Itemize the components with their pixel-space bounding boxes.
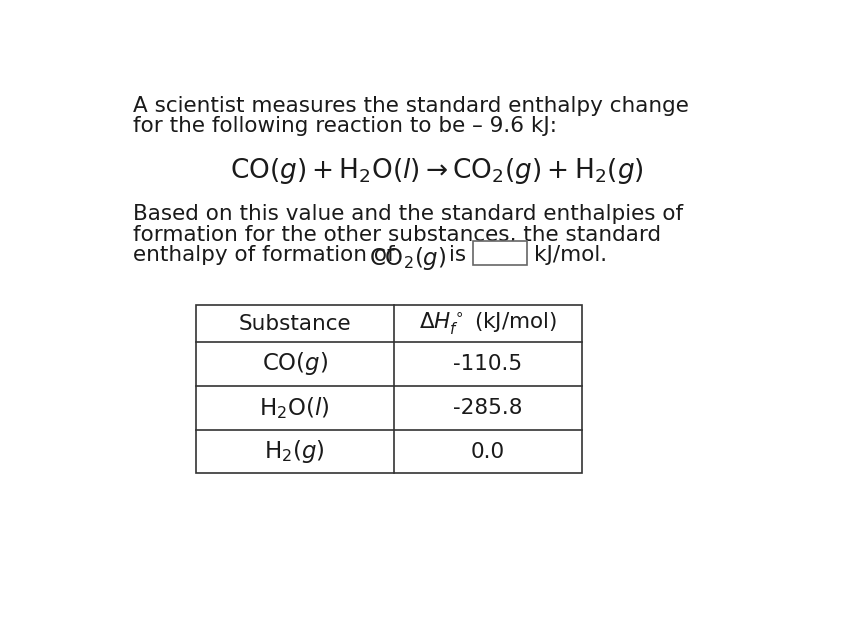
Text: $\mathrm{CO}(\mathit{g})$: $\mathrm{CO}(\mathit{g})$	[262, 350, 328, 378]
Text: for the following reaction to be – 9.6 kJ:: for the following reaction to be – 9.6 k…	[133, 116, 557, 136]
Text: $\mathrm{CO}(\mathit{g}) + \mathrm{H_2O}(\mathit{l}) \rightarrow \mathrm{CO_2}(\: $\mathrm{CO}(\mathit{g}) + \mathrm{H_2O}…	[230, 156, 643, 186]
Bar	[473, 240, 527, 266]
Text: Based on this value and the standard enthalpies of: Based on this value and the standard ent…	[133, 204, 683, 224]
Text: enthalpy of formation of: enthalpy of formation of	[133, 245, 394, 265]
Text: $\mathrm{H_2O}(\mathit{l})$: $\mathrm{H_2O}(\mathit{l})$	[260, 395, 330, 421]
Text: formation for the other substances, the standard: formation for the other substances, the …	[133, 224, 661, 245]
Text: A scientist measures the standard enthalpy change: A scientist measures the standard enthal…	[133, 96, 688, 116]
Text: Substance: Substance	[239, 313, 351, 334]
Text: is: is	[449, 245, 466, 265]
Text: -285.8: -285.8	[453, 398, 522, 418]
Text: -110.5: -110.5	[453, 354, 522, 374]
Text: $\mathrm{H_2}(\mathit{g})$: $\mathrm{H_2}(\mathit{g})$	[264, 438, 325, 465]
Bar	[196, 305, 582, 473]
Text: $\mathrm{CO_2}(\mathit{g})$: $\mathrm{CO_2}(\mathit{g})$	[369, 245, 446, 272]
Text: 0.0: 0.0	[471, 441, 505, 462]
Text: kJ/mol.: kJ/mol.	[533, 245, 607, 265]
Text: $\Delta H^\circ_f$ (kJ/mol): $\Delta H^\circ_f$ (kJ/mol)	[418, 310, 557, 337]
